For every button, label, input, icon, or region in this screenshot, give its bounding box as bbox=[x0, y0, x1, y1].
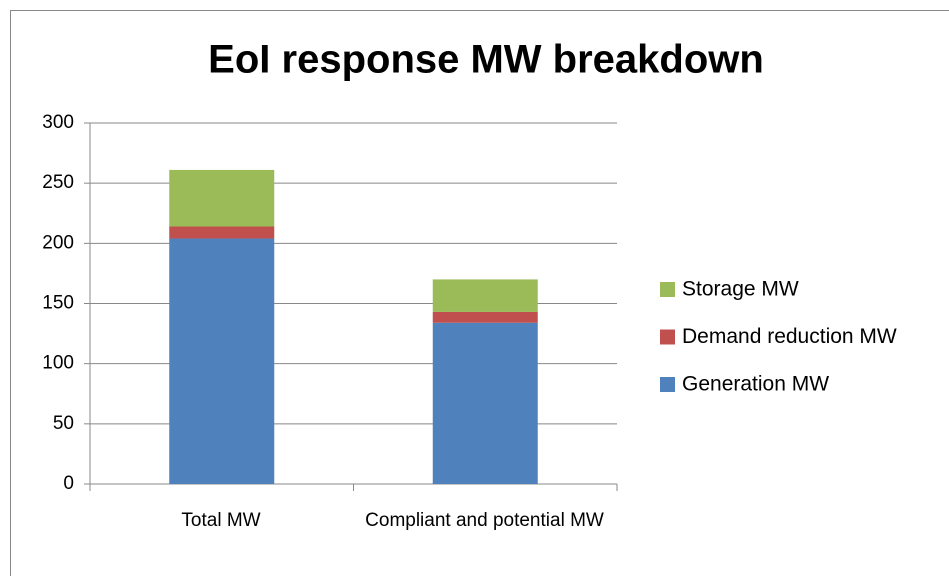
x-tick-label: Compliant and potential MW bbox=[365, 510, 604, 531]
x-tick-label: Total MW bbox=[181, 510, 261, 531]
y-tick-label: 300 bbox=[42, 112, 74, 133]
legend-swatch bbox=[660, 282, 675, 297]
legend-swatch bbox=[660, 329, 675, 345]
chart-title: EoI response MW breakdown bbox=[208, 38, 764, 82]
legend-label: Demand reduction MW bbox=[682, 325, 897, 348]
bar-segment bbox=[169, 238, 275, 484]
y-tick-label: 150 bbox=[42, 293, 74, 314]
bar-segment bbox=[169, 169, 275, 227]
y-tick-label: 50 bbox=[53, 413, 74, 434]
y-tick-label: 100 bbox=[42, 353, 74, 374]
bar-segment bbox=[432, 279, 538, 312]
y-tick-label: 0 bbox=[63, 473, 74, 494]
bar-segment bbox=[432, 311, 538, 323]
legend-label: Storage MW bbox=[682, 278, 799, 301]
y-tick-label: 250 bbox=[42, 172, 74, 193]
legend-label: Generation MW bbox=[682, 373, 829, 396]
bar-segment bbox=[169, 226, 275, 239]
bar-segment bbox=[432, 322, 538, 484]
legend-swatch bbox=[660, 377, 675, 392]
y-tick-label: 200 bbox=[42, 232, 74, 253]
